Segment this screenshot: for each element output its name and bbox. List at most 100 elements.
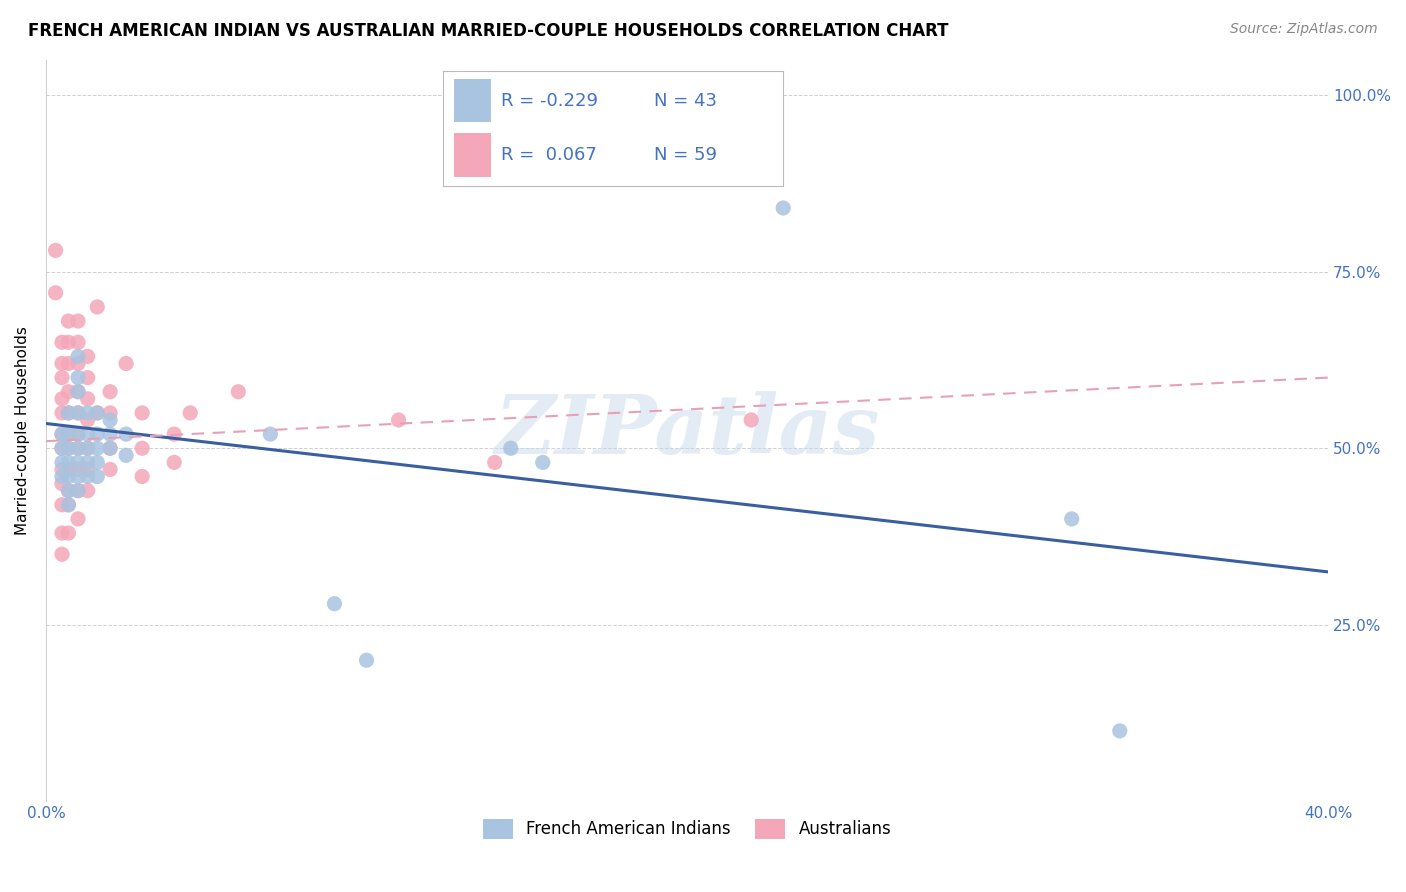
Point <box>51 469 73 483</box>
Point <box>98 413 121 427</box>
Point <box>76 442 98 456</box>
Point <box>66 370 89 384</box>
Point <box>45 244 67 258</box>
Point <box>51 406 73 420</box>
Point <box>1060 512 1083 526</box>
Point <box>76 442 98 456</box>
Point <box>76 413 98 427</box>
Point <box>740 413 762 427</box>
Point <box>58 335 80 350</box>
Point <box>226 384 249 399</box>
Point <box>58 427 80 442</box>
Point <box>51 547 73 561</box>
Point <box>179 406 201 420</box>
Point <box>98 442 121 456</box>
Point <box>58 442 80 456</box>
Point <box>58 384 80 399</box>
Point <box>387 413 409 427</box>
Point <box>76 483 98 498</box>
Point <box>66 469 89 483</box>
Point <box>51 455 73 469</box>
Text: Source: ZipAtlas.com: Source: ZipAtlas.com <box>1230 22 1378 37</box>
Point <box>356 653 378 667</box>
Point <box>51 442 73 456</box>
Point <box>86 406 108 420</box>
Point <box>66 406 89 420</box>
Point <box>115 356 138 370</box>
Point <box>499 442 522 456</box>
Point <box>115 448 138 462</box>
Point <box>66 406 89 420</box>
Point <box>86 427 108 442</box>
Point <box>45 285 67 300</box>
Point <box>58 455 80 469</box>
Point <box>76 469 98 483</box>
Point <box>163 427 186 442</box>
Point <box>98 462 121 476</box>
Point <box>51 427 73 442</box>
Point <box>51 442 73 456</box>
Point <box>51 370 73 384</box>
Point <box>76 462 98 476</box>
Point <box>66 384 89 399</box>
Point <box>98 384 121 399</box>
Point <box>58 462 80 476</box>
Point <box>76 350 98 364</box>
Point <box>76 370 98 384</box>
Point <box>66 442 89 456</box>
Point <box>58 483 80 498</box>
Point <box>66 427 89 442</box>
Point <box>76 406 98 420</box>
Point <box>58 406 80 420</box>
Point <box>163 455 186 469</box>
Point <box>58 526 80 541</box>
Point <box>58 442 80 456</box>
Point <box>51 526 73 541</box>
Point <box>1108 723 1130 738</box>
Point <box>51 498 73 512</box>
Text: FRENCH AMERICAN INDIAN VS AUSTRALIAN MARRIED-COUPLE HOUSEHOLDS CORRELATION CHART: FRENCH AMERICAN INDIAN VS AUSTRALIAN MAR… <box>28 22 949 40</box>
Point <box>51 335 73 350</box>
Point <box>51 356 73 370</box>
Point <box>772 201 794 215</box>
Point <box>86 455 108 469</box>
Text: ZIPatlas: ZIPatlas <box>495 391 880 471</box>
Point <box>66 427 89 442</box>
Point <box>66 483 89 498</box>
Point <box>484 455 506 469</box>
Point <box>76 455 98 469</box>
Point <box>86 469 108 483</box>
Point <box>51 476 73 491</box>
Point <box>86 300 108 314</box>
Point <box>86 406 108 420</box>
Point <box>86 442 108 456</box>
Point <box>76 392 98 406</box>
Point <box>66 384 89 399</box>
Point <box>58 498 80 512</box>
Y-axis label: Married-couple Households: Married-couple Households <box>15 326 30 535</box>
Point <box>323 597 346 611</box>
Point <box>66 442 89 456</box>
Point <box>66 350 89 364</box>
Point <box>66 455 89 469</box>
Point <box>66 314 89 328</box>
Point <box>76 427 98 442</box>
Point <box>51 462 73 476</box>
Point <box>58 406 80 420</box>
Point <box>115 427 138 442</box>
Point <box>51 427 73 442</box>
Point <box>66 356 89 370</box>
Point <box>131 469 153 483</box>
Legend: French American Indians, Australians: French American Indians, Australians <box>475 813 898 846</box>
Point <box>98 442 121 456</box>
Point <box>58 427 80 442</box>
Point <box>259 427 281 442</box>
Point <box>131 442 153 456</box>
Point <box>66 462 89 476</box>
Point <box>66 335 89 350</box>
Point <box>58 498 80 512</box>
Point <box>58 314 80 328</box>
Point <box>58 469 80 483</box>
Point <box>131 406 153 420</box>
Point <box>531 455 554 469</box>
